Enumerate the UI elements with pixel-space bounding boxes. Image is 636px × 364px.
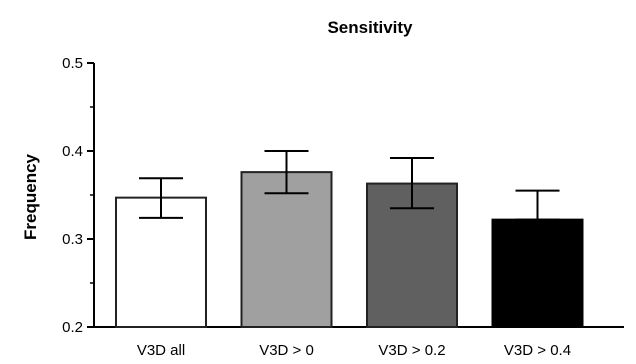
error-bars [139, 150, 560, 221]
bar [115, 196, 207, 328]
y-tick-label: 0.4 [62, 143, 83, 160]
y-tick-label: 0.2 [62, 319, 83, 336]
chart-title: Sensitivity [327, 18, 413, 37]
y-tick-label: 0.5 [62, 55, 83, 72]
x-tick-label: V3D > 0 [259, 342, 314, 359]
x-tick-label: V3D > 0.2 [378, 342, 445, 359]
bar [240, 171, 333, 328]
x-tick-label: V3D all [137, 342, 185, 359]
y-tick-label: 0.3 [62, 231, 83, 248]
labels: V3D all V3D > 0 V3D > 0.2 V3D > 0.4 [137, 342, 571, 359]
bar [491, 218, 584, 328]
x-tick-label: V3D > 0.4 [504, 342, 571, 359]
bars [115, 171, 584, 328]
y-axis-label: Frequency [21, 153, 40, 240]
